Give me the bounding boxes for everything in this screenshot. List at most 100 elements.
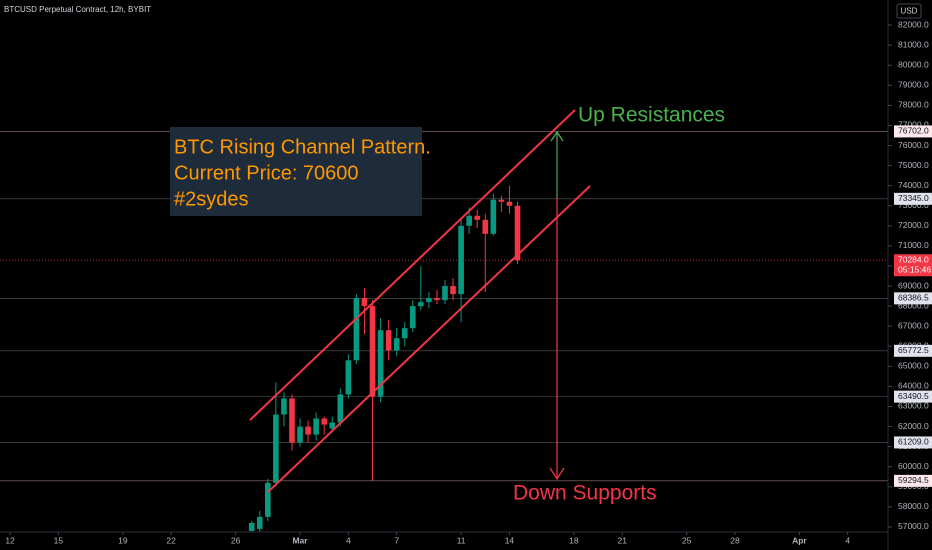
countdown-label: 05:15:46 <box>898 265 931 275</box>
note-line: Current Price: 70600 <box>174 162 359 184</box>
level-tag-label: 73345.0 <box>898 193 929 203</box>
candle-body <box>506 201 513 206</box>
level-tag <box>894 344 932 357</box>
y-tick-label: 71000.0 <box>898 240 929 250</box>
candle-body <box>273 414 279 483</box>
candle-body <box>426 298 432 303</box>
level-tag <box>894 390 932 403</box>
arrow-up-head <box>550 130 564 142</box>
candle-body <box>498 199 505 202</box>
candle-body <box>466 215 472 226</box>
candle-body <box>369 306 376 397</box>
candle-body <box>361 298 368 307</box>
currency[interactable]: USD <box>901 7 918 16</box>
x-tick-label: 15 <box>54 535 64 545</box>
last-price-label: 70284.0 <box>898 255 929 265</box>
y-tick-label: 81000.0 <box>898 39 929 49</box>
level-tag <box>894 125 932 138</box>
x-tick-label: 4 <box>346 535 351 545</box>
channel-lower <box>267 185 591 493</box>
candle-body <box>385 330 392 351</box>
candle-body <box>474 215 481 220</box>
candle-body <box>256 516 263 529</box>
x-tick-label: 7 <box>394 535 399 545</box>
candle-body <box>490 199 497 234</box>
candle-body <box>265 482 271 517</box>
level-tag-label: 63490.5 <box>898 391 929 401</box>
y-tick-label: 64000.0 <box>898 381 929 391</box>
note-line: BTC Rising Channel Pattern. <box>174 136 431 158</box>
candle-body <box>418 302 424 307</box>
chart-title: BTCUSD Perpetual Contract, 12h, BYBIT <box>4 5 151 14</box>
y-tick-label: 58000.0 <box>898 501 929 511</box>
candle-body <box>393 338 400 351</box>
plot <box>248 185 521 537</box>
y-tick-label: 74000.0 <box>898 180 929 190</box>
candle-body <box>450 286 456 295</box>
y-tick-label: 76000.0 <box>898 140 929 150</box>
candle-body <box>401 328 408 339</box>
y-tick-label: 72000.0 <box>898 220 929 230</box>
candle-body <box>458 225 464 295</box>
y-tick-label: 69000.0 <box>898 280 929 290</box>
x-tick-label: 19 <box>118 535 128 545</box>
y-tick-label: 65000.0 <box>898 361 929 371</box>
y-tick-label: 78000.0 <box>898 100 929 110</box>
channel-upper <box>249 109 576 421</box>
candle-body <box>305 426 311 435</box>
currency-button[interactable] <box>896 3 922 19</box>
axes: 57000.058000.059000.060000.061000.062000… <box>5 19 932 545</box>
y-tick-label: 80000.0 <box>898 59 929 69</box>
y-tick-label: 57000.0 <box>898 521 929 531</box>
x-tick-label: 25 <box>682 535 692 545</box>
x-tick-label: 22 <box>166 535 176 545</box>
y-tick-label: 62000.0 <box>898 421 929 431</box>
level-tag-label: 65772.5 <box>898 345 929 355</box>
y-tick-label: 77000.0 <box>898 120 929 130</box>
x-tick-label: Mar <box>292 535 308 545</box>
candle-body <box>248 522 255 531</box>
y-tick-label: 75000.0 <box>898 160 929 170</box>
candle-body <box>321 418 327 425</box>
candle-body <box>409 306 416 329</box>
y-tick-label: 73000.0 <box>898 200 929 210</box>
level-tag-label: 68386.5 <box>898 293 929 303</box>
candle-body <box>329 422 336 429</box>
candle-body <box>297 426 303 443</box>
level-tag <box>894 292 932 305</box>
level-tag-label: 76702.0 <box>898 126 929 136</box>
time-axis <box>0 532 888 550</box>
x-tick-label: 4 <box>845 535 850 545</box>
candle-body <box>442 286 448 301</box>
candle-body <box>281 398 287 415</box>
x-tick-label: 11 <box>457 535 466 545</box>
candle-body <box>345 360 352 395</box>
support-label: Down Supports <box>513 482 657 505</box>
candle-body <box>337 394 344 423</box>
arrow-down-head <box>549 467 565 481</box>
candle-body <box>313 418 319 435</box>
x-tick-label: 21 <box>617 535 627 545</box>
x-tick-label: 28 <box>730 535 740 545</box>
x-tick-label: 12 <box>5 535 15 545</box>
y-tick-label: 60000.0 <box>898 461 929 471</box>
y-tick-label: 68000.0 <box>898 300 929 310</box>
x-tick-label: 26 <box>231 535 241 545</box>
level-tag <box>894 474 932 487</box>
y-tick-label: 79000.0 <box>898 80 929 90</box>
resistance-label: Up Resistances <box>578 104 725 127</box>
candle-body <box>514 205 521 261</box>
x-tick-label: Apr <box>792 535 807 545</box>
level-tag <box>894 436 932 449</box>
candle-body <box>434 298 440 301</box>
candle-body <box>482 219 489 234</box>
y-tick-label: 67000.0 <box>898 320 929 330</box>
y-tick-label: 82000.0 <box>898 19 929 29</box>
candle-body <box>289 398 295 443</box>
level-tag-label: 59294.5 <box>898 475 929 485</box>
level-tag-label: 61209.0 <box>898 437 929 447</box>
candle-body <box>377 330 384 397</box>
note-box <box>170 127 422 216</box>
